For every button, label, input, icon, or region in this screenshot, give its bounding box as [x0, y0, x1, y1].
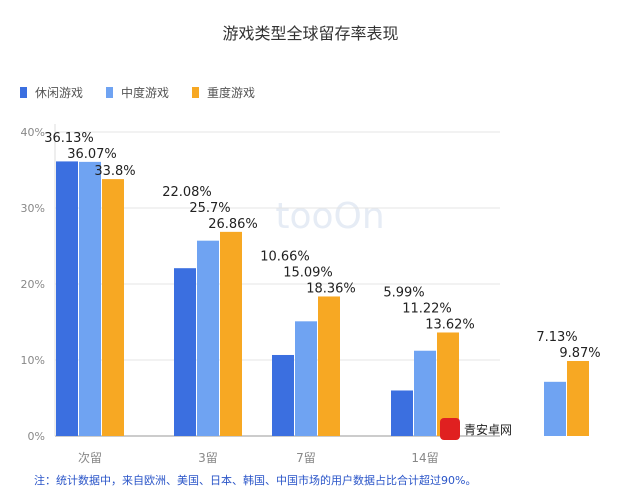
- y-tick-label: 0%: [28, 430, 45, 443]
- bar: [102, 179, 124, 436]
- legend-label: 中度游戏: [121, 86, 170, 100]
- bar: [295, 321, 317, 436]
- x-tick-label: 7留: [296, 451, 316, 465]
- data-label: 18.36%: [306, 281, 356, 296]
- x-tick-label: 3留: [198, 451, 218, 465]
- logo-text: 青安卓网: [464, 422, 513, 437]
- data-label: 11.22%: [402, 301, 452, 316]
- logo-icon: [440, 418, 460, 440]
- x-tick-label: 14留: [411, 451, 438, 465]
- legend-swatch: [20, 87, 27, 98]
- bar: [56, 161, 78, 437]
- corner-logo: 青安卓网: [440, 418, 512, 440]
- data-label: 9.87%: [559, 346, 600, 361]
- data-label: 13.62%: [425, 317, 475, 332]
- y-tick-label: 40%: [21, 126, 45, 139]
- bar: [391, 390, 413, 436]
- bar: [220, 231, 242, 436]
- data-label: 15.09%: [283, 265, 333, 280]
- data-label: 22.08%: [162, 185, 212, 200]
- data-label: 25.7%: [189, 201, 230, 216]
- bar: [544, 381, 566, 436]
- bar: [197, 240, 219, 436]
- bar: [437, 332, 459, 436]
- bar: [318, 296, 340, 436]
- legend-label: 重度游戏: [207, 86, 256, 100]
- x-tick-label: 次留: [78, 451, 102, 465]
- footnote: 注：统计数据中，来自欧洲、美国、日本、韩国、中国市场的用户数据占比合计超过90%…: [34, 474, 477, 487]
- bar: [79, 161, 101, 437]
- chart-title: 游戏类型全球留存率表现: [222, 24, 399, 43]
- bar: [174, 268, 196, 436]
- legend-swatch: [192, 87, 199, 98]
- data-label: 33.8%: [94, 164, 135, 179]
- bar: [567, 360, 589, 436]
- y-tick-label: 30%: [21, 202, 45, 215]
- data-label: 7.13%: [536, 330, 577, 345]
- data-label: 36.07%: [67, 147, 117, 162]
- y-tick-label: 10%: [21, 354, 45, 367]
- bar: [272, 354, 294, 436]
- data-label: 10.66%: [260, 249, 310, 264]
- watermark-text: tooOn: [275, 196, 384, 237]
- legend-label: 休闲游戏: [35, 86, 84, 100]
- legend-mid: 中度游戏: [106, 84, 169, 101]
- data-label: 5.99%: [383, 285, 424, 300]
- legend-casual: 休闲游戏: [20, 84, 83, 101]
- bar: [414, 350, 436, 436]
- data-label: 36.13%: [44, 131, 94, 146]
- data-label: 26.86%: [208, 217, 258, 232]
- legend-swatch: [106, 87, 113, 98]
- y-tick-label: 20%: [21, 278, 45, 291]
- legend-heavy: 重度游戏: [192, 84, 255, 101]
